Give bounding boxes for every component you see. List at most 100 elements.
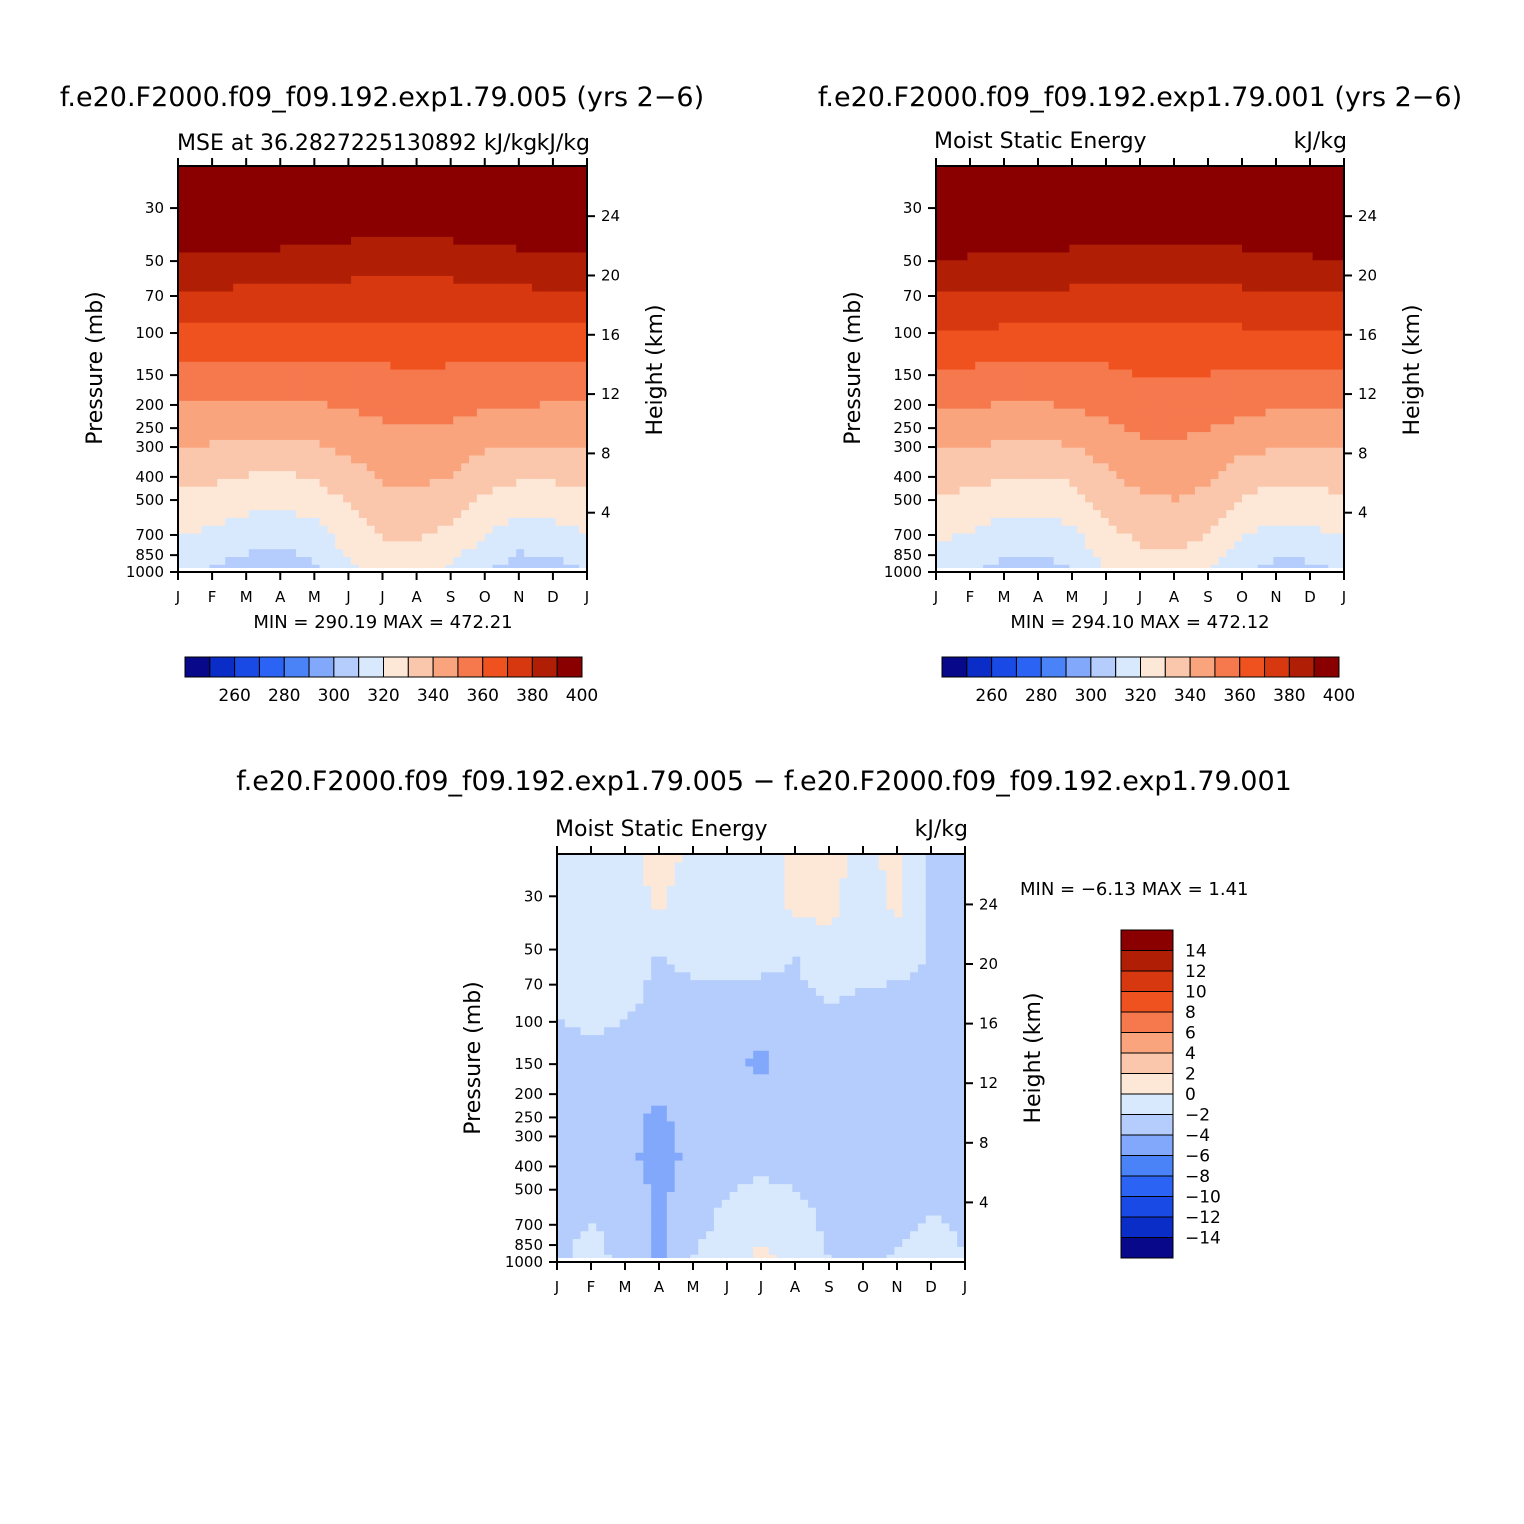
field-cell xyxy=(390,329,399,339)
field-cell xyxy=(1202,439,1212,448)
field-cell xyxy=(524,376,533,386)
field-cell xyxy=(1053,345,1063,354)
field-cell xyxy=(1108,384,1118,394)
field-cell xyxy=(303,548,313,557)
field-cell xyxy=(288,275,297,284)
field-cell xyxy=(382,197,391,206)
field-cell xyxy=(469,314,478,323)
field-cell xyxy=(1226,415,1235,425)
field-cell xyxy=(508,290,517,300)
field-cell xyxy=(547,517,557,526)
field-cell xyxy=(437,525,447,534)
field-cell xyxy=(990,392,1000,401)
field-cell xyxy=(1085,423,1094,433)
field-cell xyxy=(264,267,273,276)
field-cell xyxy=(233,447,242,456)
field-cell xyxy=(1014,353,1023,362)
field-cell xyxy=(1069,423,1078,433)
field-cell xyxy=(248,353,258,362)
field-cell xyxy=(555,173,565,183)
field-cell xyxy=(193,298,203,308)
field-cell xyxy=(1053,478,1063,487)
field-cell xyxy=(225,353,234,362)
field-cell xyxy=(453,228,462,237)
field-cell xyxy=(193,267,203,276)
field-cell xyxy=(406,493,415,503)
field-cell xyxy=(1163,486,1172,495)
field-cell xyxy=(445,556,454,565)
field-cell xyxy=(406,415,415,425)
field-cell xyxy=(1179,540,1188,550)
field-cell xyxy=(975,275,984,284)
field-cell xyxy=(531,244,541,253)
field-cell xyxy=(1163,400,1172,409)
field-cell xyxy=(406,173,415,183)
field-cell xyxy=(1281,251,1290,261)
field-cell xyxy=(1163,369,1172,378)
field-cell xyxy=(943,259,953,269)
field-cell xyxy=(453,384,462,394)
field-cell xyxy=(1132,439,1141,448)
field-cell xyxy=(178,329,187,339)
field-cell xyxy=(484,462,494,472)
field-cell xyxy=(1061,322,1070,331)
field-cell xyxy=(1100,525,1110,534)
field-cell xyxy=(366,259,376,269)
field-cell xyxy=(1249,525,1259,534)
field-cell xyxy=(374,228,384,237)
field-cell xyxy=(990,532,1000,542)
field-cell xyxy=(524,369,533,378)
field-cell xyxy=(975,384,984,394)
field-cell xyxy=(1312,454,1322,464)
field-cell xyxy=(1312,556,1322,565)
field-cell xyxy=(967,267,976,276)
field-cell xyxy=(421,228,431,237)
field-cell xyxy=(295,423,305,433)
field-cell xyxy=(193,259,203,269)
field-cell xyxy=(288,322,297,331)
field-cell xyxy=(311,283,321,292)
field-cell xyxy=(1132,548,1141,557)
field-cell xyxy=(335,486,344,495)
field-cell xyxy=(366,197,376,206)
field-cell xyxy=(1312,439,1322,448)
field-cell xyxy=(1147,548,1157,557)
field-cell xyxy=(500,283,509,292)
field-cell xyxy=(319,532,329,542)
field-cell xyxy=(1234,314,1243,323)
field-cell xyxy=(1226,259,1235,269)
field-cell xyxy=(1304,275,1314,284)
pressure-tick-label: 200 xyxy=(135,396,164,414)
field-cell xyxy=(500,251,509,261)
field-cell xyxy=(1100,392,1110,401)
field-cell xyxy=(1132,251,1141,261)
field-cell xyxy=(547,361,557,370)
field-cell xyxy=(967,454,976,464)
field-cell xyxy=(1069,337,1078,347)
field-cell xyxy=(990,275,1000,284)
field-cell xyxy=(967,556,976,565)
field-cell xyxy=(531,501,541,511)
field-cell xyxy=(1249,283,1259,292)
field-cell xyxy=(437,337,447,347)
field-cell xyxy=(1053,509,1063,518)
field-cell xyxy=(1202,283,1212,292)
field-cell xyxy=(1092,517,1102,526)
field-cell xyxy=(998,462,1008,472)
field-cell xyxy=(1273,493,1282,503)
field-cell xyxy=(288,423,297,433)
field-cell xyxy=(272,462,281,472)
field-cell xyxy=(421,251,431,261)
field-cell xyxy=(335,259,344,269)
surface-mask xyxy=(178,568,587,572)
field-cell xyxy=(539,220,549,230)
field-cell xyxy=(201,298,211,308)
field-cell xyxy=(1006,415,1016,425)
field-cell xyxy=(1226,447,1235,456)
field-cell xyxy=(303,486,313,495)
pressure-tick-label: 100 xyxy=(135,324,164,342)
field-cell xyxy=(201,470,211,479)
field-cell xyxy=(1296,400,1306,409)
field-cell xyxy=(959,501,968,511)
field-cell xyxy=(1022,400,1031,409)
